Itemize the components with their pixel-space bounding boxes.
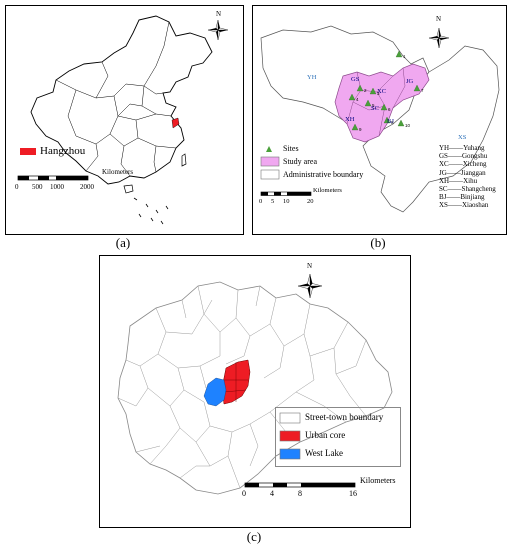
panel-c-street-towns: N Street-town boundary Urban core West L… (99, 255, 411, 528)
west-lake-legend-swatch (279, 448, 301, 460)
site-number-label: 4 (356, 97, 359, 102)
study-area (334, 63, 430, 143)
province-boundaries (55, 21, 177, 177)
scale-tick-b-2: 10 (283, 198, 290, 205)
scale-tick-b-1: 5 (271, 198, 275, 205)
north-arrow-a (207, 19, 229, 41)
hainan-island (123, 184, 134, 194)
caption-c: (c) (246, 529, 262, 544)
west-lake-legend-label: West Lake (305, 448, 344, 458)
scale-tick-a-3: 2000 (80, 183, 94, 191)
street-town-boundaries (117, 285, 367, 489)
site-marker (395, 50, 403, 58)
sites-legend-label: Sites (283, 144, 299, 153)
north-arrow-c (297, 273, 323, 299)
urban-core-internal-lines (223, 362, 248, 402)
scale-tick-a-2: 1000 (50, 183, 64, 191)
district-label-xh: XH (345, 116, 355, 123)
scale-tick-a-1: 500 (32, 183, 43, 191)
scale-tick-b-0: 0 (259, 198, 263, 205)
legend-box-c (275, 407, 401, 467)
district-label-gs: GS (351, 76, 360, 83)
south-sea-islands (133, 197, 169, 225)
hangzhou-legend-label: Hangzhou (40, 145, 86, 157)
caption-a: (a) (115, 235, 131, 250)
scale-tick-c-3: 16 (349, 489, 357, 498)
scale-bar-c (244, 482, 356, 488)
site-number-label: 5 (372, 103, 375, 108)
site-marker (356, 84, 364, 92)
site-marker (383, 116, 391, 124)
study-area-boundaries (346, 67, 406, 137)
sites-legend-symbol (266, 146, 272, 152)
caption-b: (b) (370, 235, 386, 250)
scale-bar-a (17, 175, 89, 181)
admin-boundary-legend-label: Administrative boundary (283, 170, 364, 179)
scale-unit-c: Kilometers (360, 476, 396, 485)
scale-bar-b (260, 191, 312, 196)
abbr-sc: SC——Shangcheng (439, 185, 496, 194)
street-town-map-svg (117, 273, 393, 495)
north-label-c: N (307, 262, 313, 270)
north-arrow-b (428, 27, 450, 49)
site-number-label: 7 (421, 88, 424, 93)
site-marker (413, 84, 421, 92)
panel-b-hangzhou-districts: 1 2 3 4 5 6 7 8 9 10 N YH XS GS XC JG XH SC BJ Si… (252, 5, 507, 235)
hangzhou-legend-swatch (20, 148, 36, 155)
abbr-bj: BJ——Binjiang (439, 193, 485, 202)
district-label-sc: SC (371, 105, 379, 112)
north-label-a: N (216, 10, 222, 18)
site-marker (369, 87, 377, 95)
site-marker (351, 123, 359, 131)
scale-unit-b: Kilometers (313, 187, 342, 194)
study-area-legend-swatch (260, 156, 280, 167)
scale-tick-a-0: 0 (15, 183, 19, 191)
district-label-xs: XS (458, 134, 467, 141)
abbreviation-list: YH——Yuhang GS——Gongshu XC——Xicheng JG——J… (439, 144, 496, 210)
abbr-jg: JG——Jianggan (439, 168, 486, 177)
scale-tick-c-0: 0 (242, 489, 246, 498)
site-number-label: 1 (403, 54, 406, 59)
site-number-label: 6 (388, 107, 391, 112)
abbr-yh: YH——Yuhang (439, 144, 485, 152)
district-label-bj: BJ (387, 118, 394, 125)
taiwan-island (181, 153, 187, 167)
site-marker (348, 93, 356, 101)
hangzhou-highlight (171, 117, 180, 129)
abbr-xh: XH——Xihu (439, 176, 478, 185)
north-label-b: N (436, 15, 442, 23)
study-area-legend-label: Study area (283, 157, 317, 166)
urban-core-legend-swatch (279, 430, 301, 442)
west-lake-region (203, 377, 227, 407)
district-label-xc: XC (377, 88, 387, 95)
street-town-legend-label: Street-town boundary (305, 412, 384, 422)
china-map-svg (17, 15, 229, 225)
abbr-gs: GS——Gongshu (439, 152, 488, 161)
abbr-xc: XC——Xicheng (439, 160, 487, 169)
panel-a-china-map: N Hangzhou Kilometers 0 500 1000 2000 (5, 5, 244, 235)
site-markers (348, 50, 421, 131)
district-label-jg: JG (406, 78, 414, 85)
site-number-label: 8 (391, 120, 394, 125)
admin-boundary-legend-swatch (260, 169, 280, 180)
scale-tick-c-2: 8 (298, 489, 302, 498)
street-town-legend-swatch (279, 412, 301, 424)
district-label-yh: YH (307, 74, 317, 81)
site-marker (380, 103, 388, 111)
scale-unit-a: Kilometers (102, 168, 134, 176)
site-marker (397, 119, 405, 127)
site-number-label: 10 (405, 123, 411, 128)
site-number-label: 3 (377, 91, 380, 96)
scale-tick-b-3: 20 (307, 198, 314, 205)
site-marker (364, 99, 372, 107)
site-number-label: 2 (364, 88, 367, 93)
scale-tick-c-1: 4 (270, 489, 274, 498)
abbr-xs: XS——Xiaoshan (439, 201, 489, 210)
site-number-label: 9 (359, 127, 362, 132)
urban-core-legend-label: Urban core (305, 430, 346, 440)
district-map-svg: 1 2 3 4 5 6 7 8 9 10 (260, 25, 500, 213)
